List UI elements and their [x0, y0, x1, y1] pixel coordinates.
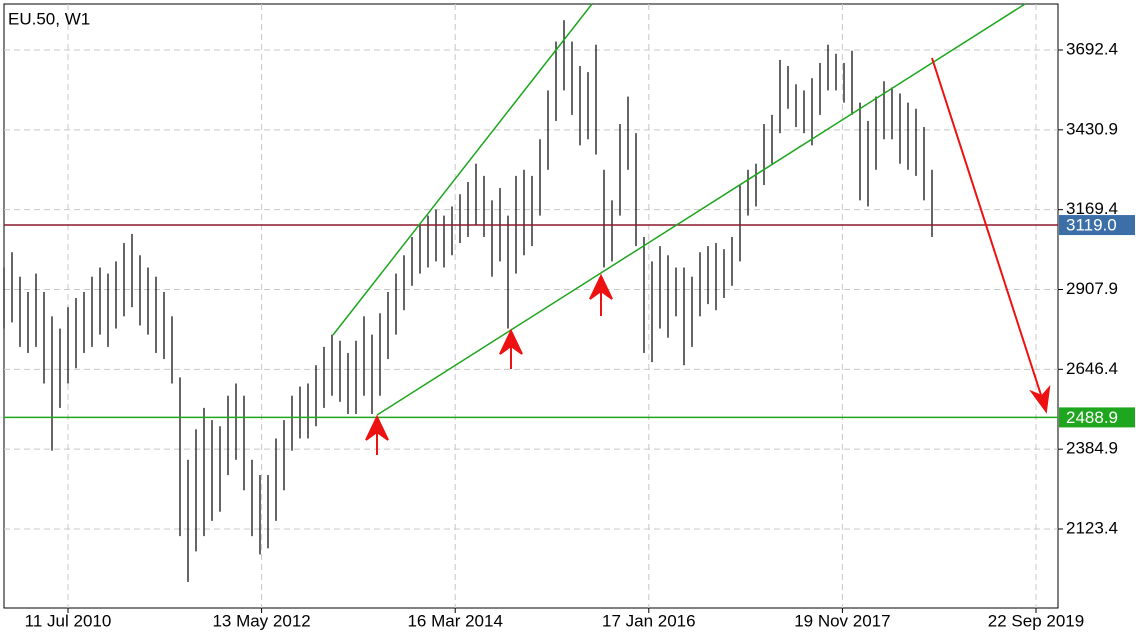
y-tick-label: 2907.9 — [1066, 279, 1118, 298]
arrow-head — [1029, 384, 1051, 414]
arrow-head — [499, 328, 523, 355]
level-tag — [1059, 215, 1135, 236]
x-tick-label: 11 Jul 2010 — [25, 611, 112, 630]
trend-line — [332, 3, 593, 336]
y-tick-label: 2123.4 — [1066, 518, 1118, 537]
y-tick-label: 2384.9 — [1066, 439, 1118, 458]
arrow-head — [589, 273, 613, 300]
trend-line — [376, 3, 1026, 416]
y-tick-label: 3169.4 — [1066, 199, 1118, 218]
bars — [3, 20, 933, 582]
level-label: 2488.9 — [1066, 408, 1118, 427]
arrow-head — [365, 414, 389, 441]
axes: 2123.4 2384.9 2646.4 2907.9 3169.4 3430.9 3692… — [25, 39, 1118, 630]
x-tick-label: 16 Mar 2014 — [407, 611, 502, 630]
level-label: 3119.0 — [1066, 216, 1117, 235]
x-tick-label: 17 Jan 2016 — [602, 611, 696, 630]
chart-title: EU.50, W1 — [8, 9, 90, 28]
y-tick-label: 3430.9 — [1066, 119, 1118, 138]
trend-lines — [332, 3, 1026, 416]
x-tick-label: 19 Nov 2017 — [794, 611, 890, 630]
level-tag — [1059, 407, 1135, 428]
levels: 3119.0 2488.9 — [4, 215, 1135, 428]
y-tick-label: 3692.4 — [1066, 39, 1118, 58]
y-tick-label: 2646.4 — [1066, 359, 1118, 378]
arrows — [365, 57, 1051, 455]
x-tick-label: 13 May 2012 — [212, 611, 310, 630]
forecast-arrow — [931, 57, 1042, 396]
x-tick-label: 22 Sep 2019 — [988, 611, 1084, 630]
